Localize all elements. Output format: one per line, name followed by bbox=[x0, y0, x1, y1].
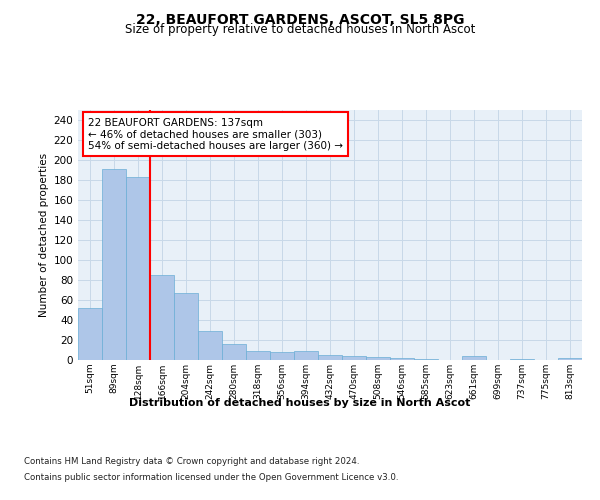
Bar bbox=[126, 177, 150, 360]
Bar bbox=[462, 356, 486, 360]
Bar bbox=[318, 355, 342, 360]
Text: Distribution of detached houses by size in North Ascot: Distribution of detached houses by size … bbox=[130, 398, 470, 407]
Bar bbox=[414, 359, 438, 360]
Bar bbox=[510, 359, 534, 360]
Bar bbox=[150, 275, 174, 360]
Bar bbox=[222, 344, 246, 360]
Bar bbox=[246, 351, 270, 360]
Text: Contains HM Land Registry data © Crown copyright and database right 2024.: Contains HM Land Registry data © Crown c… bbox=[24, 458, 359, 466]
Y-axis label: Number of detached properties: Number of detached properties bbox=[39, 153, 49, 317]
Bar bbox=[102, 169, 126, 360]
Bar bbox=[366, 357, 390, 360]
Text: 22 BEAUFORT GARDENS: 137sqm
← 46% of detached houses are smaller (303)
54% of se: 22 BEAUFORT GARDENS: 137sqm ← 46% of det… bbox=[88, 118, 343, 150]
Bar bbox=[390, 358, 414, 360]
Bar bbox=[558, 358, 582, 360]
Bar bbox=[198, 331, 222, 360]
Bar bbox=[270, 352, 294, 360]
Text: Contains public sector information licensed under the Open Government Licence v3: Contains public sector information licen… bbox=[24, 472, 398, 482]
Bar bbox=[174, 293, 198, 360]
Bar bbox=[78, 308, 102, 360]
Text: Size of property relative to detached houses in North Ascot: Size of property relative to detached ho… bbox=[125, 24, 475, 36]
Text: 22, BEAUFORT GARDENS, ASCOT, SL5 8PG: 22, BEAUFORT GARDENS, ASCOT, SL5 8PG bbox=[136, 12, 464, 26]
Bar bbox=[294, 351, 318, 360]
Bar bbox=[342, 356, 366, 360]
